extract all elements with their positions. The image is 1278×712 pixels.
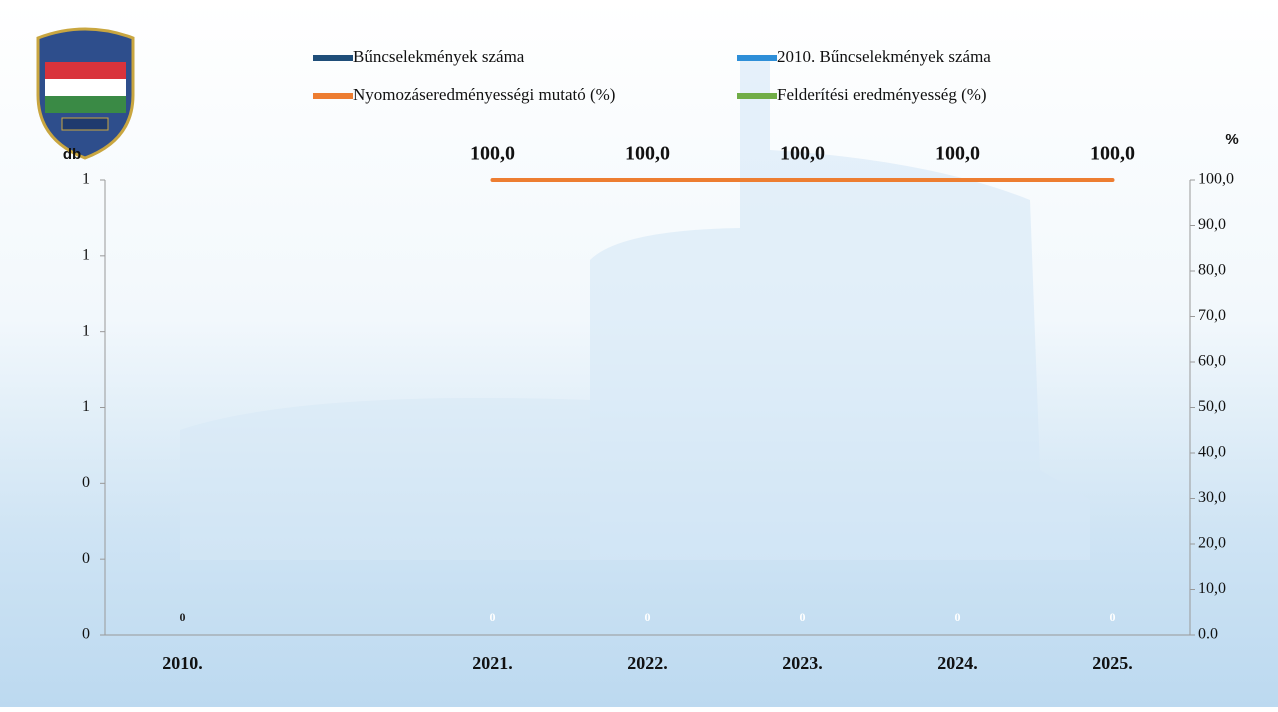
legend-label: Bűncselekmények száma — [353, 47, 525, 66]
data-label: 0 — [180, 610, 186, 624]
y-tick-label: 0 — [82, 626, 90, 643]
x-tick-label: 2025. — [1092, 653, 1133, 673]
y-tick-label: 1 — [82, 247, 90, 264]
y2-tick-label: 90,0 — [1198, 216, 1226, 233]
building-backdrop — [180, 398, 590, 560]
data-label: 100,0 — [1090, 143, 1135, 165]
y2-tick-label: 100,0 — [1198, 171, 1234, 188]
x-tick-label: 2021. — [472, 653, 513, 673]
legend-swatch — [737, 93, 777, 99]
y-tick-label: 1 — [82, 322, 90, 339]
legend-swatch — [313, 93, 353, 99]
y2-tick-label: 30,0 — [1198, 489, 1226, 506]
y2-tick-label: 70,0 — [1198, 307, 1226, 324]
y-axis-title: db — [63, 146, 81, 163]
data-label: 100,0 — [780, 143, 825, 165]
legend-swatch — [313, 55, 353, 61]
y2-tick-label: 80,0 — [1198, 262, 1226, 279]
y-tick-label: 1 — [82, 171, 90, 188]
y-tick-label: 0 — [82, 550, 90, 567]
y-tick-label: 0 — [82, 474, 90, 491]
data-label: 0 — [490, 610, 496, 624]
legend-swatch — [737, 55, 777, 61]
legend-label: Nyomozáseredményességi mutató (%) — [353, 85, 615, 104]
y2-tick-label: 50,0 — [1198, 398, 1226, 415]
y-tick-label: 1 — [82, 398, 90, 415]
x-tick-label: 2024. — [937, 653, 978, 673]
y2-axis-title: % — [1225, 131, 1238, 148]
x-tick-label: 2010. — [162, 653, 203, 673]
legend-label: 2010. Bűncselekmények száma — [777, 47, 991, 66]
data-label: 0 — [955, 610, 961, 624]
data-label: 100,0 — [935, 143, 980, 165]
x-tick-label: 2023. — [782, 653, 823, 673]
y2-tick-label: 0.0 — [1198, 626, 1218, 643]
building-backdrop — [590, 60, 1090, 560]
x-tick-label: 2022. — [627, 653, 668, 673]
y2-tick-label: 20,0 — [1198, 535, 1226, 552]
logo — [36, 27, 135, 160]
data-label: 0 — [645, 610, 651, 624]
y2-tick-label: 60,0 — [1198, 353, 1226, 370]
legend-label: Felderítési eredményesség (%) — [777, 85, 987, 104]
y2-tick-label: 10,0 — [1198, 580, 1226, 597]
data-label: 0 — [1110, 610, 1116, 624]
data-label: 100,0 — [625, 143, 670, 165]
data-label: 0 — [800, 610, 806, 624]
data-label: 100,0 — [470, 143, 515, 165]
y2-tick-label: 40,0 — [1198, 444, 1226, 461]
